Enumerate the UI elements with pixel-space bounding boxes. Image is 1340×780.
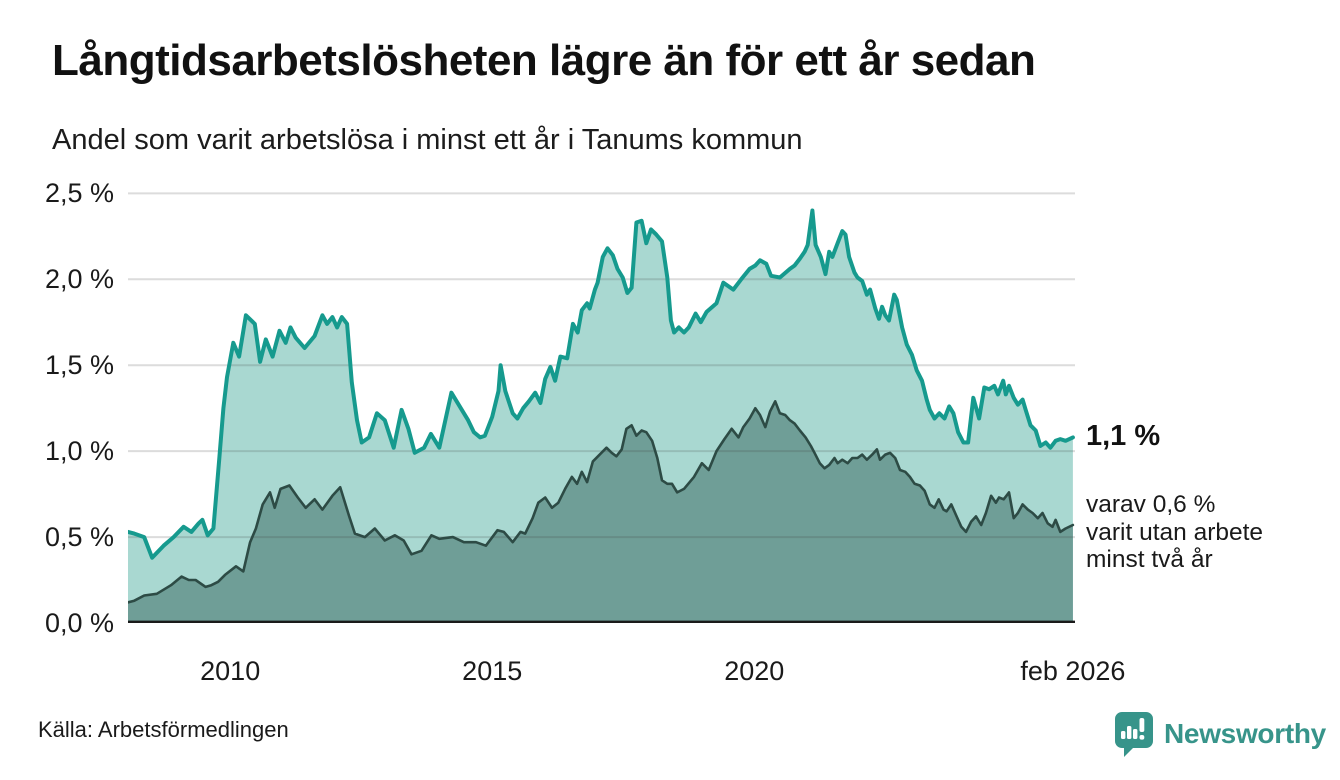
y-tick-label: 0,5 % bbox=[44, 522, 114, 553]
x-tick-label: 2010 bbox=[200, 656, 261, 686]
annotation-line-3: minst två år bbox=[1086, 546, 1213, 573]
unemployment-area-chart bbox=[126, 192, 1075, 623]
annotation-line-2: varit utan arbete bbox=[1086, 518, 1264, 546]
series-line-1 bbox=[126, 208, 1075, 560]
x-tick-label: feb 2026 bbox=[1020, 656, 1126, 686]
y-tick-label: 1,5 % bbox=[44, 350, 114, 381]
plot-area bbox=[126, 183, 1075, 623]
newsworthy-logo-icon bbox=[1115, 712, 1153, 757]
area-fill-series-2 bbox=[128, 401, 1073, 623]
page-title: Långtidsarbetslösheten lägre än för ett … bbox=[52, 36, 1036, 85]
y-tick-label: 2,5 % bbox=[44, 178, 114, 209]
latest-value-label: 1,1 % bbox=[1086, 420, 1161, 452]
chart-subtitle: Andel som varit arbetslösa i minst ett å… bbox=[52, 124, 803, 156]
x-tick-label: 2015 bbox=[462, 656, 523, 686]
source-caption: Källa: Arbetsförmedlingen bbox=[38, 717, 289, 742]
y-tick-label: 0,0 % bbox=[44, 608, 114, 638]
secondary-value-annotation: varav 0,6 % varit utan arbete minst två … bbox=[1086, 491, 1263, 574]
newsworthy-logo: Newsworthy bbox=[1113, 710, 1326, 758]
y-tick-label: 1,0 % bbox=[44, 436, 114, 467]
annotation-line-1: varav 0,6 % bbox=[1086, 491, 1216, 518]
y-tick-label: 2,0 % bbox=[44, 264, 114, 295]
x-tick-label: 2020 bbox=[724, 656, 785, 686]
newsworthy-logo-text: Newsworthy bbox=[1164, 718, 1326, 749]
series-line-2 bbox=[126, 400, 1075, 604]
